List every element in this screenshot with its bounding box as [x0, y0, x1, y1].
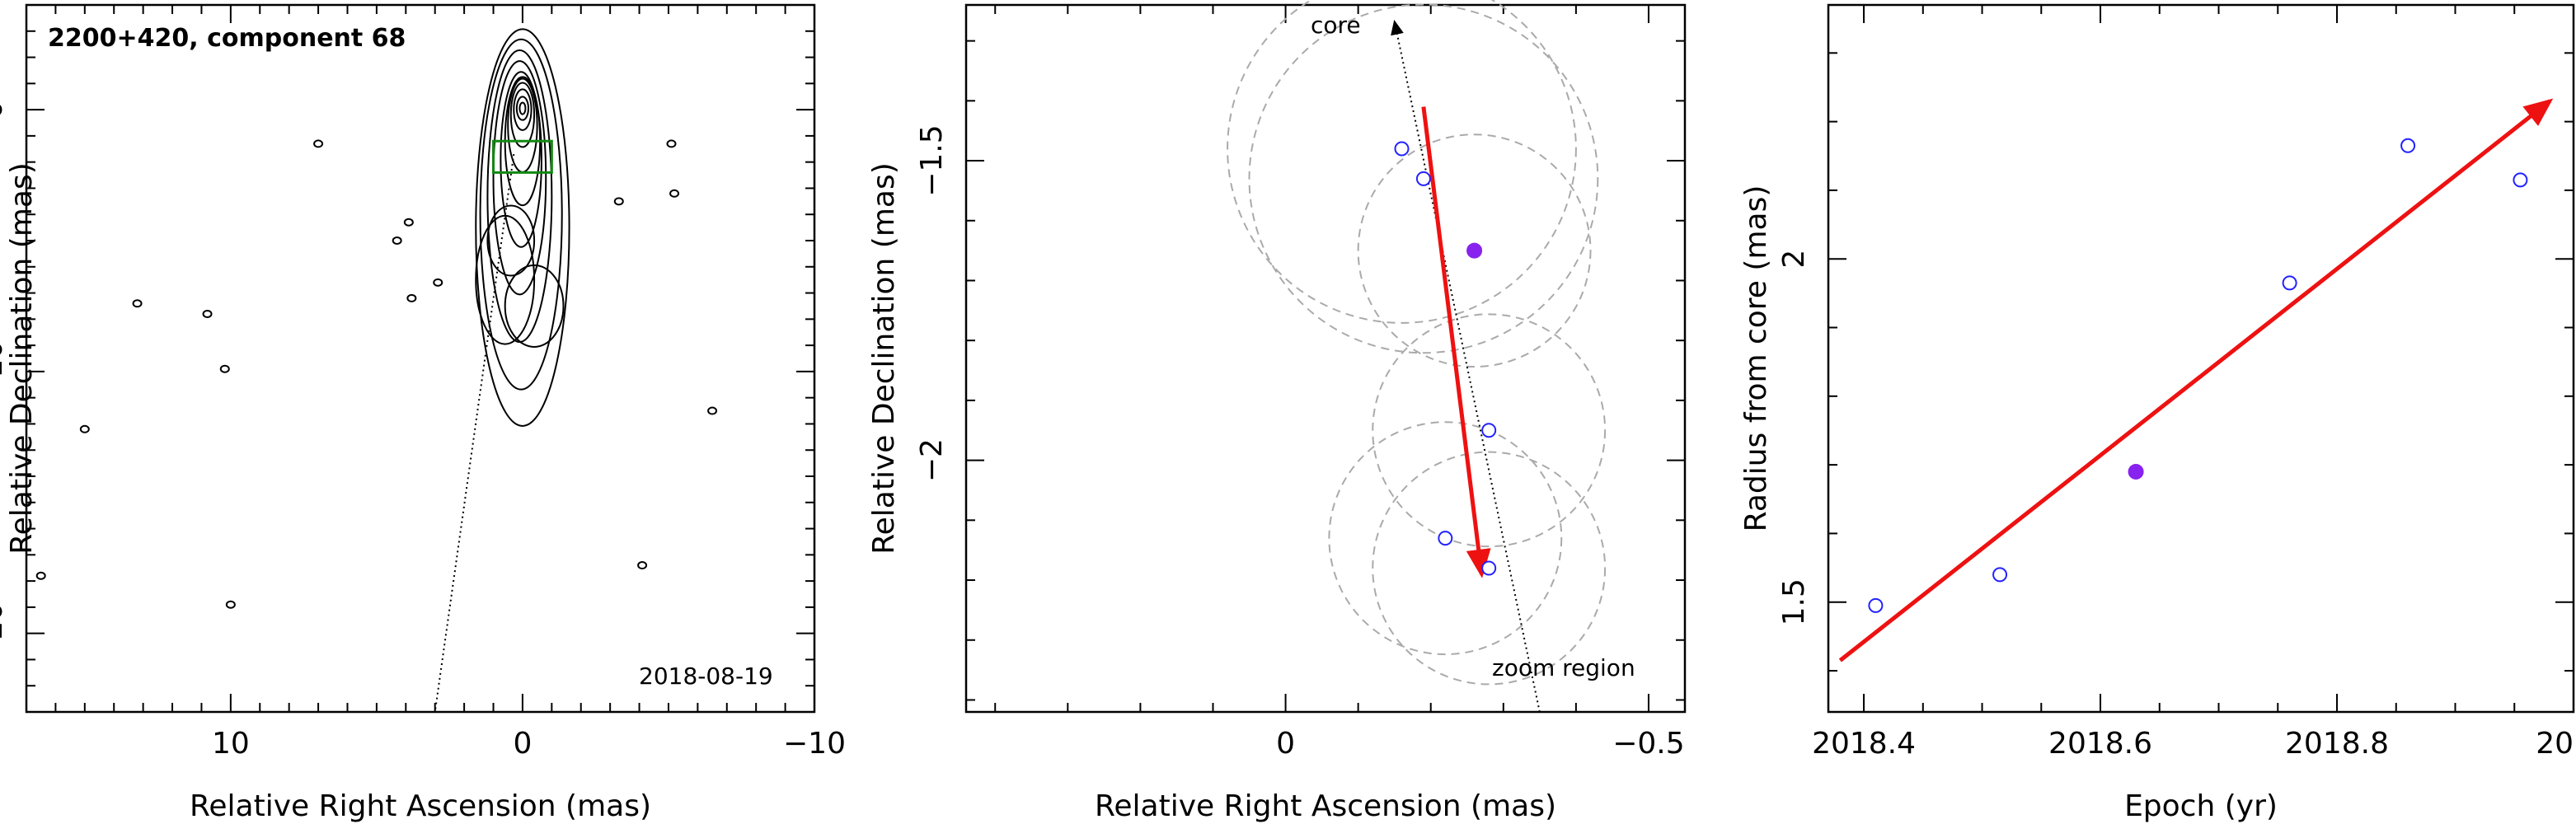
contour-blob: [433, 278, 443, 287]
x-tick-label: 0: [1276, 727, 1295, 761]
data-point-open: [1992, 567, 2008, 583]
contour-blob: [669, 189, 680, 198]
panel-2: core zoom region 0 −0.5 −1.5 −2 Relative Ri…: [867, 0, 1687, 823]
data-point-open: [2400, 138, 2416, 153]
contour-blob: [707, 406, 718, 415]
panel-1-contours: [35, 28, 718, 609]
panel-1-title: 2200+420, component 68: [48, 24, 406, 53]
data-point-open: [1415, 171, 1431, 186]
data-point-open: [1438, 531, 1453, 546]
y-tick-label: 2: [1777, 250, 1811, 269]
panel-1-tick-labels: 10 0 −10 0 −10 −20: [0, 101, 846, 761]
contour: [509, 82, 536, 148]
panel-2-frame: [964, 3, 1687, 714]
contour: [513, 88, 533, 131]
panel-3-tick-labels: 2018.4 2018.6 2018.8 2019 1.5 2: [1777, 250, 2576, 761]
data-point-filled: [1466, 242, 1483, 259]
panel-1-date-annotation: 2018-08-19: [639, 662, 773, 690]
data-point-open: [1481, 423, 1497, 438]
panel-2-zoom-label: zoom region: [1492, 654, 1635, 681]
contour-blob: [35, 571, 46, 580]
contour-blob: [392, 236, 402, 245]
data-point-filled: [2128, 463, 2144, 480]
panel-1-xlabel: Relative Right Ascension (mas): [190, 789, 651, 823]
panel-2-tick-labels: 0 −0.5 −1.5 −2: [915, 124, 1685, 761]
contour-blob: [403, 218, 414, 227]
panel-2-dashed-circles: [1227, 0, 1607, 686]
contour: [492, 60, 547, 296]
panel-3-points: [1868, 138, 2528, 613]
panel-1: 2200+420, component 68 2018-08-19 10 0 −10…: [0, 3, 846, 823]
panel-2-core-label: core: [1311, 12, 1361, 39]
contour-blob: [225, 600, 236, 609]
contour: [475, 28, 570, 427]
panel-1-ylabel: Relative Declination (mas): [5, 162, 39, 555]
y-tick-label: −10: [0, 340, 9, 403]
y-tick-label: 1.5: [1777, 578, 1811, 625]
data-point-open: [1868, 597, 1884, 613]
y-tick-label: 0: [0, 101, 9, 119]
panel-3-frame: [1827, 3, 2575, 714]
x-tick-label: −10: [783, 727, 846, 761]
x-tick-label: 2019: [2536, 727, 2576, 761]
y-tick-label: −20: [0, 602, 9, 665]
panel-1-trajectory-line: [434, 153, 515, 713]
panel-1-ticks: [26, 5, 814, 712]
data-point-open: [2513, 172, 2528, 188]
x-tick-label: 10: [212, 727, 250, 761]
panel-2-xlabel: Relative Right Ascension (mas): [1095, 789, 1556, 823]
x-tick-label: 2018.4: [1812, 727, 1916, 761]
panel-2-ticks: [966, 5, 1685, 712]
contour-blob: [313, 139, 324, 148]
x-tick-label: −0.5: [1612, 727, 1684, 761]
x-tick-label: 0: [513, 727, 532, 761]
contour: [504, 264, 565, 349]
error-circle: [1372, 451, 1607, 686]
panel-3-xlabel: Epoch (yr): [2124, 789, 2278, 823]
contour-blob: [613, 197, 624, 206]
contour-blob: [202, 309, 213, 318]
y-tick-label: −1.5: [915, 124, 949, 196]
contour-blob: [79, 424, 90, 433]
contour: [507, 77, 538, 173]
contour: [486, 49, 553, 344]
panel-1-zoom-box: [492, 139, 553, 174]
data-point-open: [1394, 141, 1410, 157]
contour: [500, 71, 542, 248]
error-circle: [1227, 0, 1577, 324]
panel-3-ticks: [1828, 5, 2574, 712]
y-tick-label: −2: [915, 438, 949, 482]
x-tick-label: 2018.8: [2285, 727, 2389, 761]
panel-3-ylabel: Radius from core (mas): [1739, 185, 1773, 532]
panel-2-ylabel: Relative Declination (mas): [867, 162, 901, 555]
contour-blob: [406, 293, 417, 302]
contour-blob: [132, 299, 143, 308]
data-point-open: [2282, 275, 2297, 291]
contour: [475, 214, 536, 345]
contour-blob: [637, 561, 648, 570]
contour: [518, 101, 527, 115]
x-tick-label: 2018.6: [2048, 727, 2152, 761]
error-circle: [1328, 421, 1563, 656]
error-circle: [1357, 133, 1592, 368]
error-circle: [1372, 313, 1607, 548]
contour-blob: [219, 364, 230, 373]
contour: [479, 38, 563, 391]
contour: [486, 204, 536, 277]
panel-2-motion-arrow: [1421, 106, 1491, 578]
panel-1-frame: [25, 3, 816, 714]
contour-blob: [666, 139, 677, 148]
contour: [515, 96, 530, 121]
panel-2-points: [1394, 141, 1497, 576]
data-point-open: [1481, 560, 1497, 576]
panel-3-fit-arrow: [1838, 98, 2554, 662]
error-circle: [1248, 3, 1599, 354]
panel-3: 2018.4 2018.6 2018.8 2019 1.5 2 Epoch (yr) Ra…: [1739, 3, 2576, 823]
